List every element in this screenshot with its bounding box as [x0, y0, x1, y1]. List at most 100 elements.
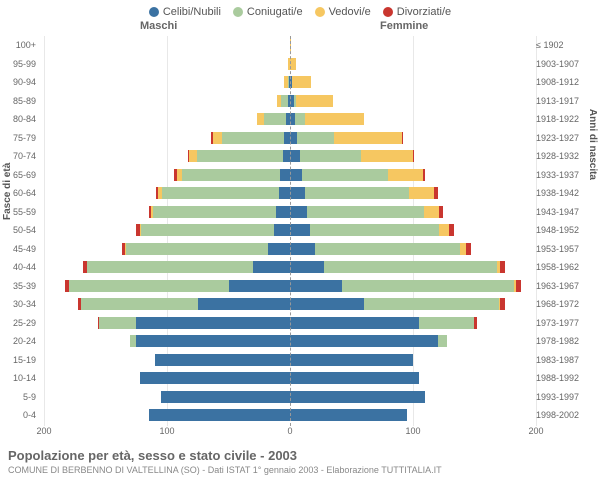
- center-line: [290, 36, 291, 426]
- bar-male: [156, 187, 290, 199]
- pyramid-row: 65-691933-1937: [40, 166, 600, 185]
- bar-segment: [290, 298, 364, 310]
- pyramid-row: 0-41998-2002: [40, 406, 600, 425]
- year-label: 1933-1937: [536, 170, 594, 180]
- bar-segment: [500, 298, 505, 310]
- legend-swatch: [315, 7, 325, 17]
- bar-segment: [324, 261, 496, 273]
- legend-item: Vedovi/e: [315, 6, 371, 18]
- axis-tick: 200: [528, 426, 543, 436]
- age-label: 60-64: [2, 188, 36, 198]
- bar-segment: [229, 280, 291, 292]
- bar-female: [290, 354, 413, 366]
- year-label: 1983-1987: [536, 355, 594, 365]
- year-label: 1923-1927: [536, 133, 594, 143]
- age-label: 75-79: [2, 133, 36, 143]
- bar-segment: [424, 206, 439, 218]
- age-label: 15-19: [2, 355, 36, 365]
- header-female: Femmine: [380, 20, 428, 32]
- pyramid-row: 5-91993-1997: [40, 388, 600, 407]
- bar-segment: [413, 150, 414, 162]
- bar-segment: [500, 261, 505, 273]
- bar-segment: [302, 169, 388, 181]
- chart-subtitle: COMUNE DI BERBENNO DI VALTELLINA (SO) - …: [8, 465, 592, 475]
- header-male: Maschi: [140, 20, 177, 32]
- bar-segment: [87, 261, 253, 273]
- bar-segment: [290, 372, 419, 384]
- pyramid-row: 80-841918-1922: [40, 110, 600, 129]
- bar-segment: [290, 280, 342, 292]
- bar-segment: [466, 243, 471, 255]
- pyramid-row: 90-941908-1912: [40, 73, 600, 92]
- pyramid-row: 55-591943-1947: [40, 203, 600, 222]
- legend-label: Coniugati/e: [247, 6, 303, 18]
- age-label: 95-99: [2, 59, 36, 69]
- bar-segment: [189, 150, 196, 162]
- bar-female: [290, 391, 425, 403]
- bar-segment: [283, 150, 290, 162]
- bar-segment: [253, 261, 290, 273]
- bar-female: [290, 243, 471, 255]
- bar-male: [136, 224, 290, 236]
- pyramid-row: 50-541948-1952: [40, 221, 600, 240]
- age-label: 0-4: [2, 410, 36, 420]
- bar-segment: [290, 169, 302, 181]
- bar-male: [188, 150, 290, 162]
- age-label: 90-94: [2, 77, 36, 87]
- bar-segment: [279, 187, 290, 199]
- bar-segment: [290, 409, 407, 421]
- bar-female: [290, 206, 443, 218]
- bar-male: [211, 132, 290, 144]
- year-label: 1948-1952: [536, 225, 594, 235]
- age-label: 10-14: [2, 373, 36, 383]
- bar-segment: [257, 113, 264, 125]
- bar-segment: [290, 317, 419, 329]
- bar-segment: [81, 298, 198, 310]
- bar-segment: [197, 150, 283, 162]
- year-label: 1958-1962: [536, 262, 594, 272]
- footer: Popolazione per età, sesso e stato civil…: [0, 444, 600, 475]
- gender-headers: Maschi Femmine: [0, 20, 600, 36]
- pyramid-row: 100+≤ 1902: [40, 36, 600, 55]
- age-label: 65-69: [2, 170, 36, 180]
- age-label: 55-59: [2, 207, 36, 217]
- year-label: 1978-1982: [536, 336, 594, 346]
- legend-item: Divorziati/e: [383, 6, 451, 18]
- bar-segment: [136, 335, 290, 347]
- bar-female: [290, 372, 419, 384]
- pyramid-row: 30-341968-1972: [40, 295, 600, 314]
- bar-segment: [290, 206, 307, 218]
- bar-male: [130, 335, 290, 347]
- year-label: 1993-1997: [536, 392, 594, 402]
- age-label: 100+: [2, 40, 36, 50]
- bar-segment: [439, 224, 449, 236]
- bar-female: [290, 261, 505, 273]
- x-axis: 2001000100200: [44, 426, 536, 444]
- bar-segment: [361, 150, 413, 162]
- bar-segment: [290, 261, 324, 273]
- bar-segment: [438, 335, 448, 347]
- bar-segment: [296, 95, 333, 107]
- axis-tick: 200: [36, 426, 51, 436]
- axis-tick: 100: [405, 426, 420, 436]
- legend-item: Celibi/Nubili: [149, 6, 221, 18]
- bar-male: [155, 354, 290, 366]
- pyramid-row: 75-791923-1927: [40, 129, 600, 148]
- bar-segment: [423, 169, 425, 181]
- year-label: 1908-1912: [536, 77, 594, 87]
- year-label: 1943-1947: [536, 207, 594, 217]
- bar-male: [65, 280, 290, 292]
- bar-segment: [198, 298, 290, 310]
- bar-segment: [162, 187, 279, 199]
- bar-segment: [290, 150, 300, 162]
- pyramid-row: 10-141988-1992: [40, 369, 600, 388]
- bar-segment: [290, 224, 310, 236]
- year-label: 1918-1922: [536, 114, 594, 124]
- pyramid-row: 35-391963-1967: [40, 277, 600, 296]
- bar-segment: [439, 206, 443, 218]
- chart-container: Fasce di età Anni di nascita Celibi/Nubi…: [0, 0, 600, 500]
- bar-female: [290, 317, 477, 329]
- bar-female: [290, 132, 403, 144]
- year-label: 1928-1932: [536, 151, 594, 161]
- bar-female: [290, 169, 425, 181]
